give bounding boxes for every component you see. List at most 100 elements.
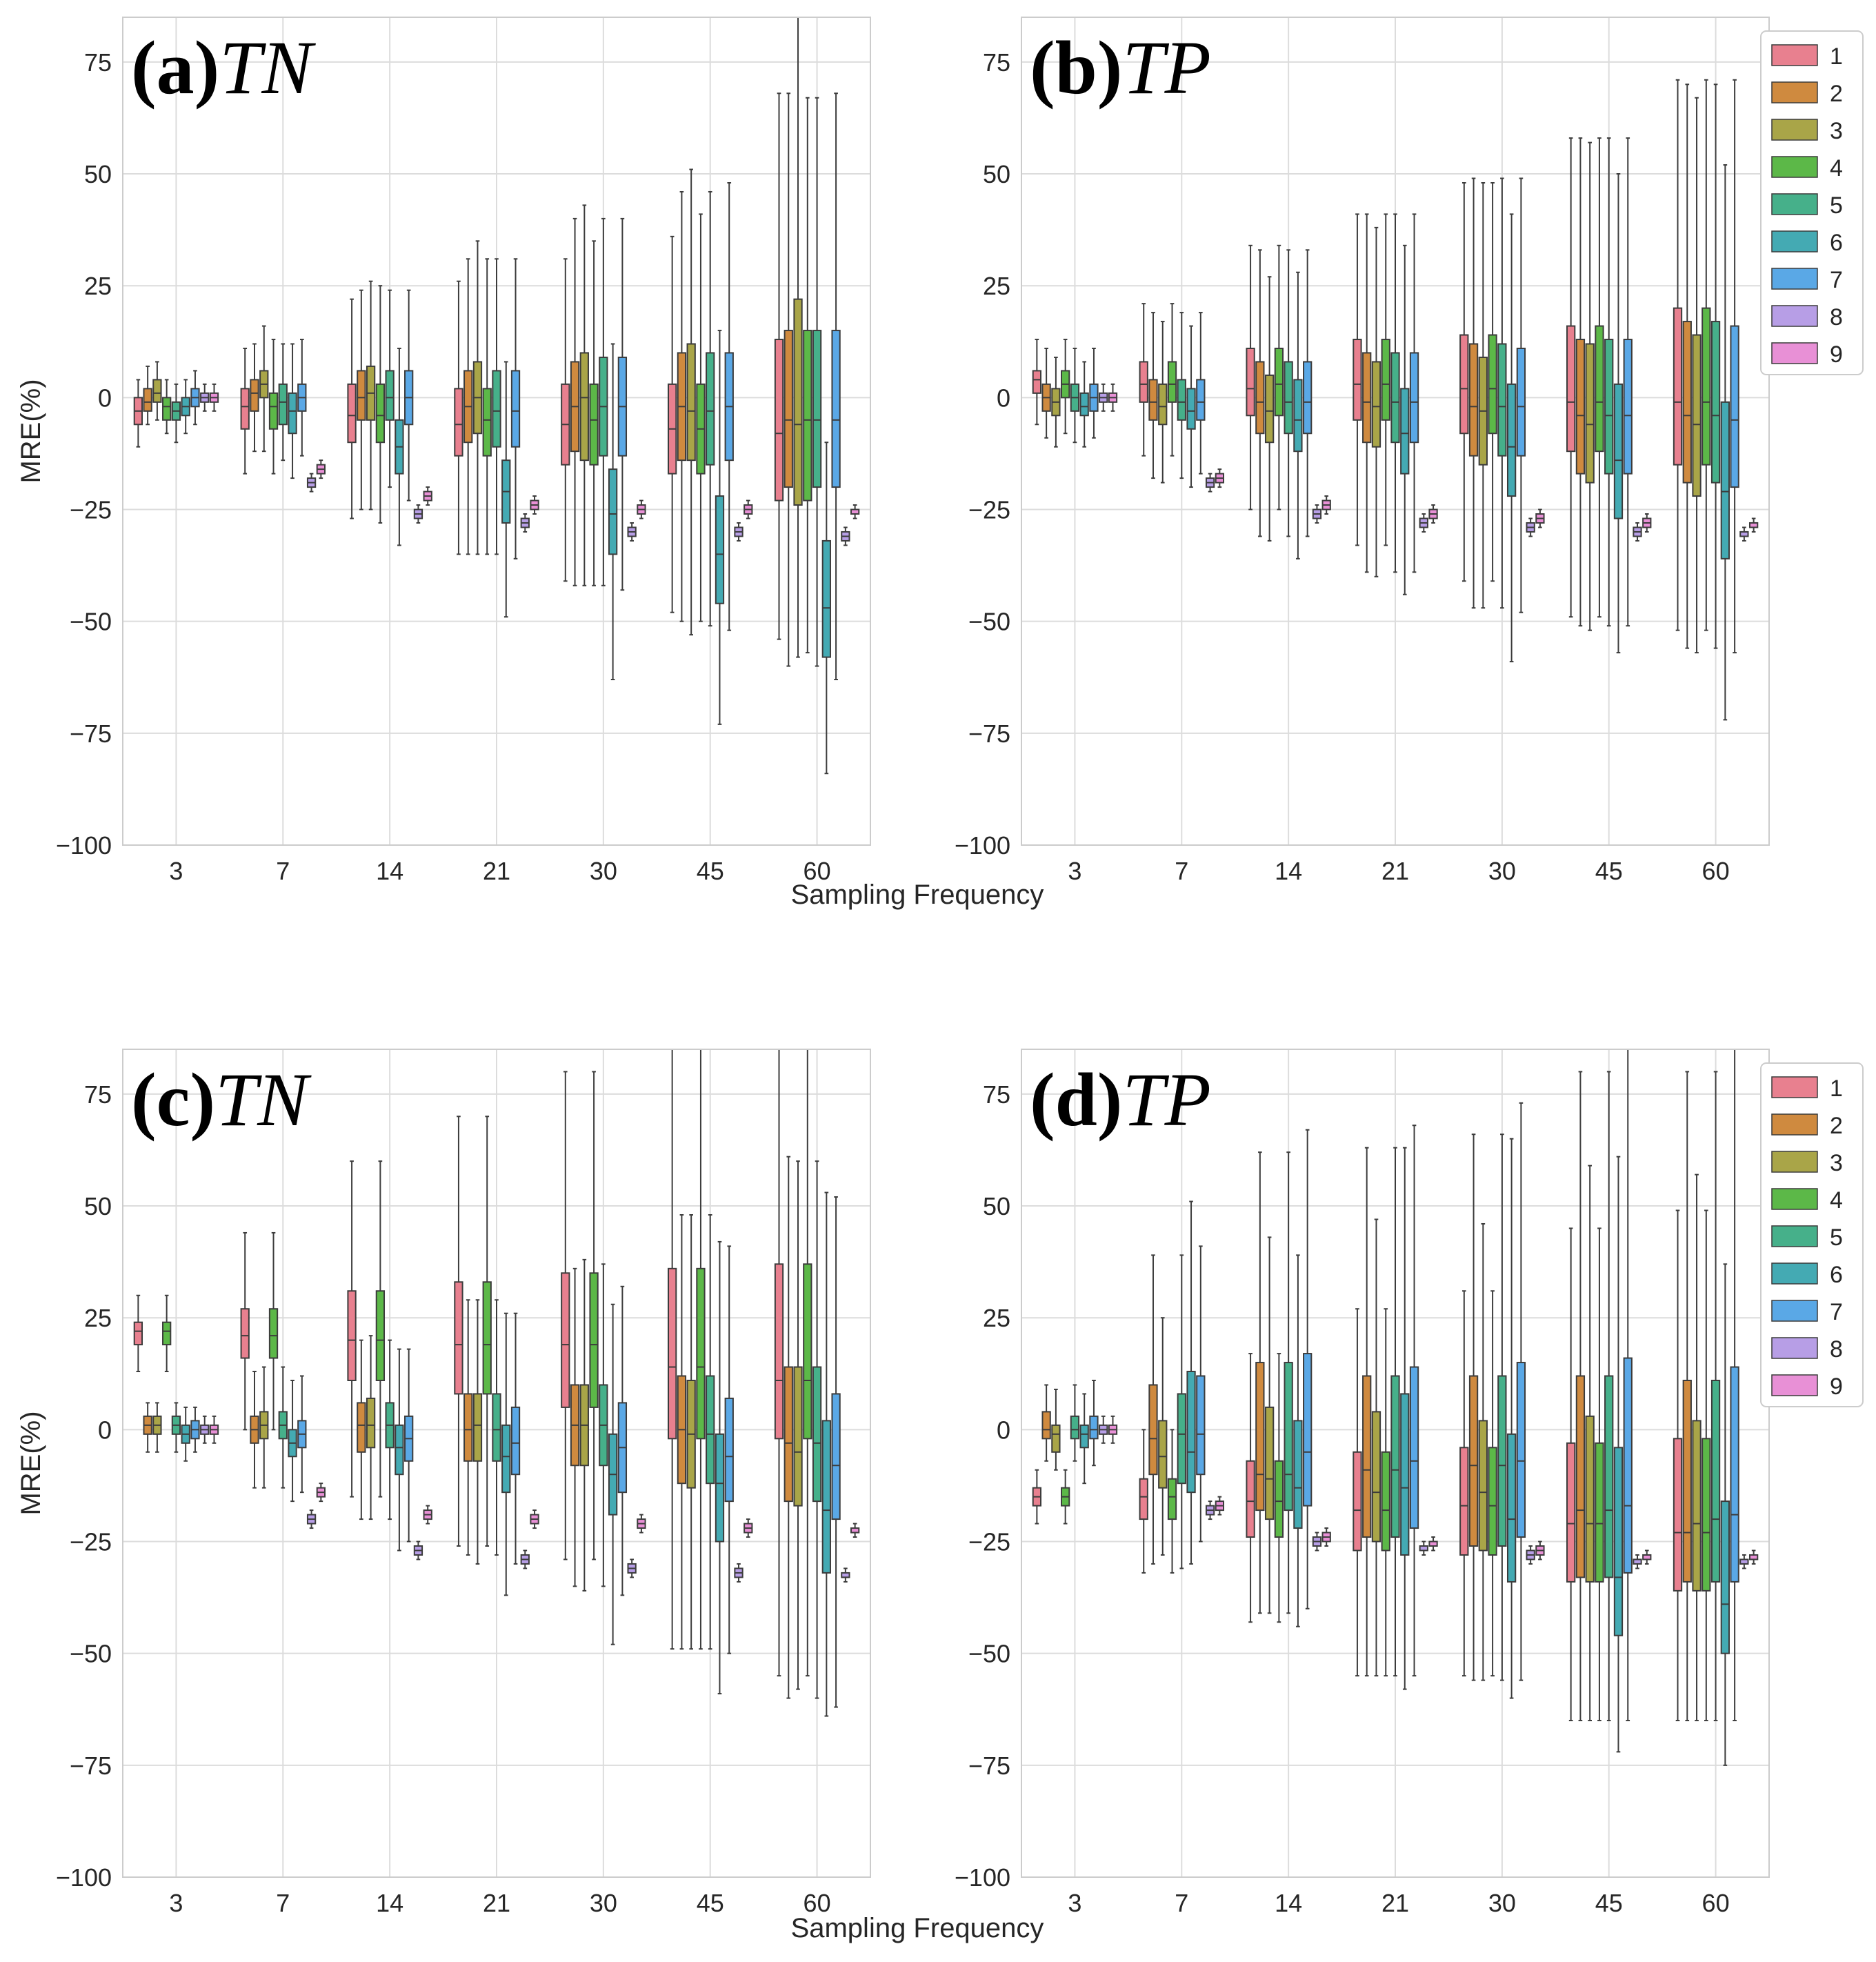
box-iqr (812, 1366, 822, 1503)
box-30-6 (608, 1303, 618, 1645)
legend-swatch (1771, 1113, 1818, 1136)
box-iqr (1595, 325, 1604, 453)
box-iqr (784, 1366, 793, 1503)
box-iqr (510, 370, 521, 448)
box-3-5 (171, 1402, 181, 1453)
box-14-2 (357, 1339, 366, 1520)
x-tick-label: 21 (483, 857, 510, 885)
box-21-2 (1362, 1147, 1372, 1677)
box-21-5 (1390, 1147, 1400, 1677)
box-60-4 (1702, 1209, 1711, 1721)
panel-variable: TP (1122, 26, 1210, 110)
box-iqr (472, 1393, 483, 1462)
y-tick-label: −50 (70, 1640, 112, 1668)
y-tick-label: 25 (84, 1304, 112, 1332)
box-45-9 (744, 1518, 753, 1538)
box-30-1 (561, 258, 570, 582)
legend-label: 5 (1830, 1225, 1843, 1251)
box-14-3 (366, 1335, 376, 1520)
box-21-4 (1381, 213, 1390, 546)
legend-label: 3 (1830, 118, 1843, 144)
legend-swatch (1771, 156, 1818, 178)
box-30-8 (1526, 1545, 1535, 1565)
box-iqr (668, 1267, 677, 1440)
x-tick-label: 3 (1068, 857, 1081, 885)
legend-label: 4 (1830, 1187, 1843, 1213)
x-tick-label: 3 (1068, 1889, 1081, 1917)
box-60-4 (803, 1049, 812, 1677)
y-tick-label: 0 (997, 384, 1010, 412)
box-7-3 (1158, 1317, 1168, 1556)
box-14-8 (1312, 1532, 1322, 1552)
box-iqr (589, 383, 599, 466)
box-60-1 (1673, 1209, 1683, 1721)
box-7-6 (288, 343, 297, 479)
box-iqr (1167, 1478, 1177, 1520)
shared-x-axis-label-bottom: Sampling Frequency (791, 1913, 1044, 1943)
box-7-6 (288, 1380, 297, 1503)
box-7-4 (1167, 303, 1177, 457)
y-tick-label: 0 (997, 1416, 1010, 1444)
box-iqr (1459, 1447, 1469, 1556)
y-tick-label: 75 (983, 1080, 1010, 1109)
box-45-6 (715, 1240, 725, 1695)
legend-label: 1 (1830, 43, 1843, 70)
box-7-3 (259, 1366, 269, 1489)
box-7-7 (1196, 1245, 1206, 1543)
legend-label: 9 (1830, 1374, 1843, 1400)
box-3-5 (1070, 348, 1080, 444)
box-14-7 (404, 1348, 414, 1543)
panel-letter: (a) (131, 26, 219, 110)
box-iqr (1255, 361, 1265, 435)
box-30-9 (637, 499, 646, 519)
box-14-7 (1303, 249, 1313, 537)
box-45-1 (668, 235, 677, 613)
box-14-3 (366, 280, 376, 511)
plot-frame (122, 17, 871, 846)
box-30-1 (561, 1071, 570, 1560)
box-60-1 (774, 1049, 784, 1677)
x-tick-label: 30 (590, 1889, 617, 1917)
y-tick-label: 0 (98, 384, 112, 412)
y-tick-label: −25 (968, 1528, 1010, 1556)
box-21-9 (1428, 1536, 1438, 1552)
box-30-4 (1488, 1290, 1497, 1677)
legend-swatch (1771, 230, 1818, 252)
box-14-5 (385, 289, 395, 488)
y-axis-label: MRE(%) (16, 379, 46, 483)
legend-label: 1 (1830, 1076, 1843, 1102)
box-14-9 (423, 1505, 432, 1525)
box-iqr (706, 352, 715, 466)
box-iqr (1255, 1362, 1265, 1512)
box-60-9 (850, 1523, 860, 1538)
box-iqr (454, 388, 463, 457)
box-45-1 (668, 1049, 677, 1650)
box-3-2 (143, 365, 152, 426)
panel-variable: TN (219, 26, 316, 110)
box-iqr (1196, 1375, 1206, 1476)
box-30-5 (1497, 1133, 1507, 1681)
box-14-5 (1284, 249, 1293, 537)
box-iqr (1613, 383, 1624, 519)
y-tick-label: 25 (84, 272, 112, 300)
box-iqr (1409, 352, 1419, 444)
box-30-2 (1468, 177, 1479, 609)
box-21-1 (1353, 213, 1362, 546)
box-iqr (1371, 361, 1381, 448)
box-iqr (357, 1402, 366, 1453)
box-30-9 (1535, 1540, 1545, 1560)
box-iqr (1353, 339, 1362, 421)
box-7-1 (240, 1231, 250, 1431)
x-tick-label: 14 (1275, 857, 1302, 885)
box-3-2 (1041, 1384, 1051, 1462)
box-21-2 (463, 1299, 473, 1556)
box-iqr (1390, 1375, 1400, 1538)
box-60-1 (774, 92, 784, 640)
box-iqr (1158, 383, 1168, 426)
box-60-7 (1730, 79, 1739, 654)
box-60-5 (812, 1160, 822, 1699)
box-iqr (1682, 1380, 1692, 1583)
y-tick-label: −100 (56, 1863, 112, 1892)
box-14-6 (395, 348, 404, 546)
box-iqr (696, 1267, 706, 1440)
